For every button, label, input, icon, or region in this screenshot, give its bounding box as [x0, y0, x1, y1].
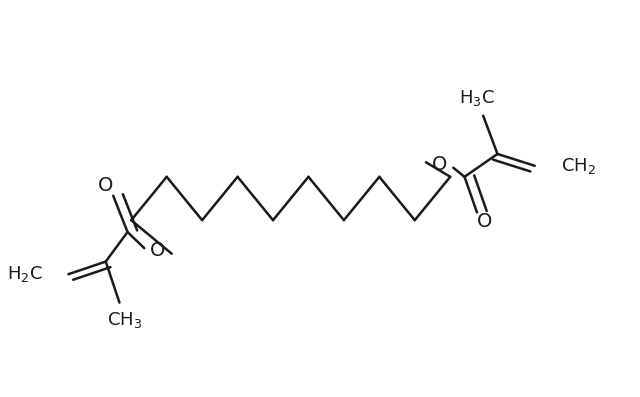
Text: O: O	[477, 212, 493, 231]
Text: CH$_3$: CH$_3$	[107, 310, 142, 330]
Text: H$_2$C: H$_2$C	[6, 264, 42, 284]
Text: H$_3$C: H$_3$C	[459, 88, 495, 108]
Text: O: O	[150, 241, 166, 260]
Text: CH$_2$: CH$_2$	[561, 156, 596, 176]
Text: O: O	[98, 176, 113, 195]
Text: O: O	[432, 156, 447, 175]
